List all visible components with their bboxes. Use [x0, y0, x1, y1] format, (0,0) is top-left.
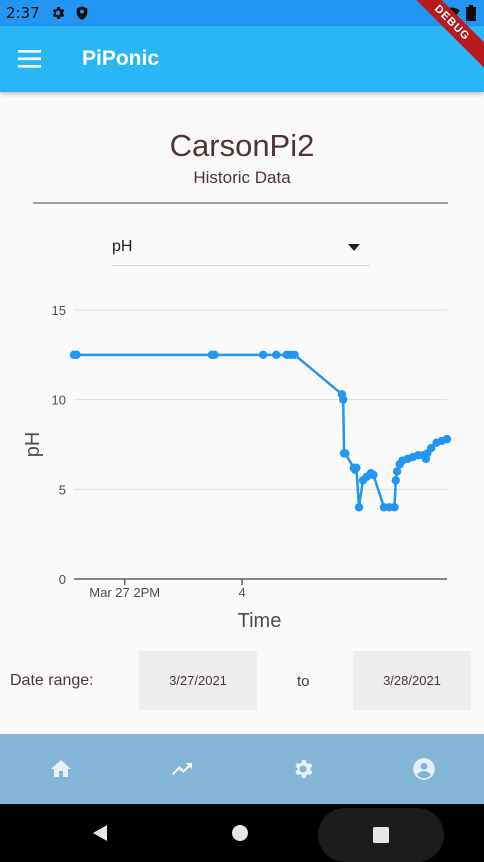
- settings-icon: [294, 760, 312, 778]
- back-triangle-icon: [93, 825, 107, 841]
- data-point: [390, 503, 399, 512]
- data-point: [391, 476, 400, 485]
- start-date-value: 3/27/2021: [169, 673, 227, 688]
- data-point: [339, 395, 348, 404]
- data-point: [442, 434, 452, 444]
- nav-history[interactable]: [121, 734, 242, 804]
- system-back-button[interactable]: [70, 804, 130, 862]
- page-subtitle: Historic Data: [193, 168, 291, 187]
- series-line: [74, 353, 448, 509]
- y-axis-title: pH: [22, 432, 44, 458]
- data-point: [392, 467, 402, 476]
- x-tick-label: 4: [238, 585, 245, 600]
- app-bar: PiPonic: [0, 26, 484, 92]
- data-point: [427, 443, 436, 453]
- data-point: [369, 470, 378, 480]
- ph-line-chart: 0 5 10 15 Mar 27 2PM 4 Time pH: [22, 303, 452, 632]
- device-name: CarsonPi2: [169, 128, 315, 163]
- end-date-value: 3/28/2021: [383, 673, 441, 688]
- data-point: [258, 350, 268, 360]
- status-time: 2:37: [6, 4, 40, 22]
- trending-up-icon: [171, 763, 192, 775]
- x-tick-label: Mar 27 2PM: [89, 585, 160, 600]
- data-point: [272, 350, 281, 360]
- y-tick-label: 0: [59, 572, 66, 587]
- end-date-button[interactable]: 3/28/2021: [353, 651, 471, 710]
- settings-status-icon: [52, 7, 65, 19]
- data-point: [341, 449, 350, 458]
- x-axis-title: Time: [238, 610, 282, 632]
- nav-settings[interactable]: [242, 734, 363, 804]
- account-icon: [412, 758, 435, 780]
- metric-dropdown-value: pH: [112, 238, 133, 255]
- data-point: [290, 350, 299, 360]
- home-icon: [50, 760, 71, 777]
- status-bar: 2:37: [0, 0, 484, 26]
- bottom-navigation: [0, 734, 484, 804]
- recents-square-icon: [373, 827, 389, 843]
- nav-account[interactable]: [363, 734, 484, 804]
- system-recents-button[interactable]: [318, 808, 444, 862]
- metric-dropdown[interactable]: pH: [112, 232, 370, 266]
- y-tick-label: 5: [59, 482, 66, 497]
- battery-icon: [466, 5, 476, 21]
- system-home-button[interactable]: [210, 804, 270, 862]
- dropdown-arrow-icon: [348, 244, 360, 251]
- app-title: PiPonic: [82, 47, 160, 70]
- home-circle-icon: [232, 825, 248, 841]
- y-tick-label: 10: [52, 393, 66, 408]
- y-tick-label: 15: [52, 303, 66, 318]
- data-point: [210, 350, 219, 360]
- menu-icon[interactable]: [0, 26, 60, 92]
- data-point: [354, 503, 364, 512]
- data-point: [352, 463, 361, 473]
- start-date-button[interactable]: 3/27/2021: [139, 651, 257, 710]
- header-divider: [33, 202, 448, 204]
- nav-home[interactable]: [0, 734, 121, 804]
- date-range-to-label: to: [297, 673, 310, 690]
- date-range-label: Date range:: [10, 672, 94, 689]
- shield-status-icon: [76, 6, 88, 20]
- system-navigation-bar: [0, 804, 484, 862]
- data-point: [72, 350, 81, 360]
